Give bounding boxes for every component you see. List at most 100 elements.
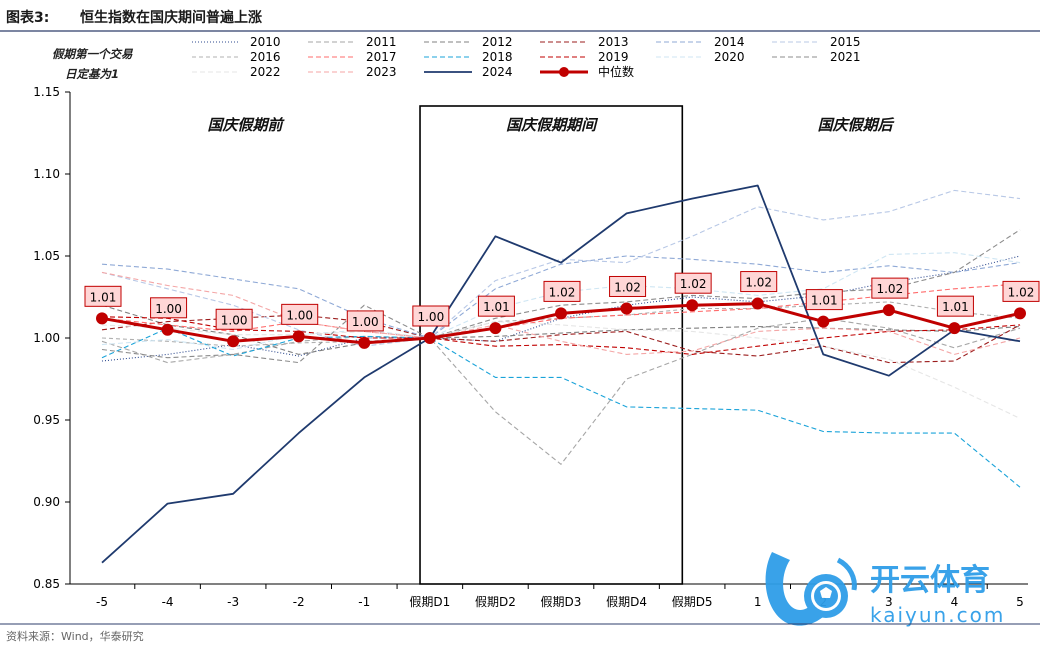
legend-label-2012: 2012 [482, 35, 513, 49]
legend-label-2013: 2013 [598, 35, 629, 49]
series-line-2019 [101, 316, 1021, 355]
series-line-2017 [101, 283, 1021, 339]
period-regions: 国庆假期前 国庆假期期间 国庆假期后 [208, 105, 895, 585]
data-label: 1.01 [811, 294, 838, 308]
data-label: 1.02 [1008, 285, 1035, 299]
data-label: 1.02 [680, 277, 707, 291]
median-point [817, 315, 830, 328]
x-tick-label: 假期D4 [606, 595, 647, 609]
x-tick-label: 1 [754, 595, 762, 609]
x-tick-label: 假期D1 [409, 595, 450, 609]
watermark-url: kaiyun.com [870, 603, 1005, 627]
x-tick-label: -2 [293, 595, 305, 609]
legend-label-中位数: 中位数 [598, 64, 634, 79]
y-tick-label: 1.05 [33, 249, 60, 263]
median-point [358, 336, 371, 349]
y-tick-label: 0.85 [33, 577, 60, 591]
axes: 0.85 0.90 0.95 1.00 1.05 1.10 1.15 -5 -4 -3 -2 -1 假期… [33, 85, 1028, 609]
data-label-box [84, 285, 122, 307]
data-label: 1.00 [417, 310, 444, 324]
data-label-box [871, 277, 909, 299]
data-label-box [1002, 280, 1040, 302]
kaiyun-logo-mark [765, 552, 857, 626]
data-label-box [543, 280, 581, 302]
legend-label-2020: 2020 [714, 50, 745, 64]
median-point [423, 332, 436, 344]
series-line-2018 [101, 327, 1021, 488]
legend-label-2016: 2016 [250, 50, 281, 64]
legend-label-2022: 2022 [250, 65, 281, 79]
x-tick-label: -1 [358, 595, 370, 609]
data-label-box [281, 303, 319, 325]
ylabel-note-line2: 日定基为1 [65, 67, 119, 81]
series-line-2014 [101, 255, 1021, 339]
data-label: 1.02 [549, 285, 576, 299]
series-line-2013 [101, 314, 1021, 364]
x-tick-label: 5 [1016, 595, 1024, 609]
data-label: 1.00 [286, 308, 313, 322]
median-point [751, 297, 764, 310]
data-label-box [609, 275, 647, 297]
y-tick-label: 1.00 [33, 331, 60, 345]
x-tick-label: 4 [951, 595, 959, 609]
x-tick-label: 3 [885, 595, 893, 609]
watermark-brand: 开云体育 [870, 563, 990, 598]
legend-marker [559, 67, 569, 77]
median-point [555, 307, 567, 320]
x-tick-label: -5 [96, 595, 108, 609]
series-line-2021 [101, 229, 1021, 364]
data-label: 1.01 [90, 290, 117, 304]
legend-label-2019: 2019 [598, 50, 629, 64]
series-line-2022 [101, 321, 1021, 419]
x-tick-label: 假期D5 [672, 595, 713, 609]
legend-label-2018: 2018 [482, 50, 513, 64]
legend-label-2015: 2015 [830, 35, 861, 49]
y-tick-label: 0.95 [33, 413, 60, 427]
holiday-period-box [419, 105, 684, 585]
median-point [620, 302, 633, 315]
data-label-box [150, 297, 188, 319]
median-point [882, 304, 895, 317]
data-label-box [936, 295, 974, 317]
data-label-box [412, 305, 450, 327]
x-tick-label: 假期D3 [541, 595, 582, 609]
median-point [686, 299, 699, 312]
data-label-box [215, 308, 253, 330]
series-line-2011 [101, 317, 1021, 465]
region-label: 国庆假期后 [818, 116, 895, 134]
legend: 2010 2011 2012 2013 2014 2015 2016 2017 2018 2019… [192, 35, 861, 79]
legend-label-2017: 2017 [366, 50, 397, 64]
region-label: 国庆假期期间 [506, 116, 599, 134]
source-note: 资料来源：Wind，华泰研究 [6, 629, 144, 643]
legend-label-2024: 2024 [482, 65, 513, 79]
median-point [1014, 307, 1026, 320]
data-label: 1.00 [352, 315, 379, 329]
x-tick-label: -4 [162, 595, 174, 609]
y-tick-label: 1.15 [33, 85, 60, 99]
x-tick-label: 假期D2 [475, 595, 516, 609]
watermark: 开云体育 kaiyun.com [765, 552, 1005, 627]
series-line-2023 [101, 271, 1021, 355]
chart-title: 恒生指数在国庆期间普遍上涨 [80, 9, 262, 26]
y-tick-label: 0.90 [33, 495, 60, 509]
median-point [489, 322, 502, 335]
data-label: 1.02 [614, 280, 641, 294]
median-point [292, 330, 305, 343]
data-label: 1.02 [745, 276, 772, 290]
region-label: 国庆假期前 [208, 116, 286, 134]
legend-label-2014: 2014 [714, 35, 745, 49]
data-label: 1.00 [155, 302, 182, 316]
figure-label: 图表3: [6, 9, 49, 26]
series-line-2024 [101, 184, 1021, 564]
data-label-box [740, 271, 778, 293]
data-label-box [346, 310, 384, 332]
data-label: 1.01 [483, 300, 510, 314]
data-label: 1.02 [876, 282, 903, 296]
ylabel-note-line1: 假期第一个交易 [52, 47, 134, 61]
x-tick-label: -3 [227, 595, 239, 609]
median-point [948, 322, 961, 335]
data-label-box [477, 295, 515, 317]
y-tick-label: 1.10 [33, 167, 60, 181]
series-line-2020 [101, 252, 1021, 351]
